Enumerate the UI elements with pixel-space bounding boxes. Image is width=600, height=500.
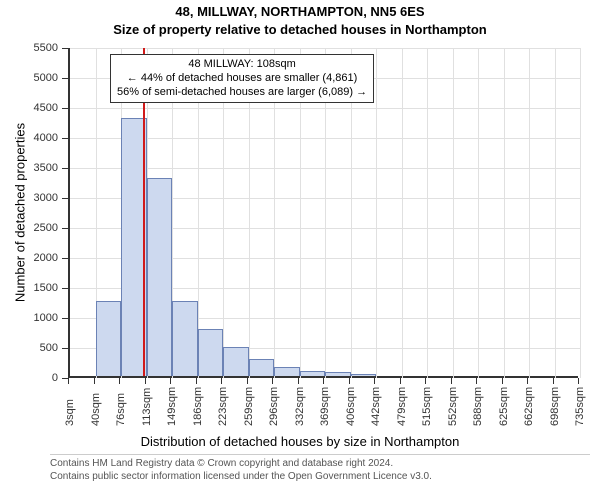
histogram-bar	[325, 372, 351, 376]
x-tick-label: 332sqm	[294, 387, 306, 426]
gridline-v	[580, 48, 581, 378]
x-tick	[170, 378, 171, 384]
x-tick-label: 223sqm	[217, 387, 229, 426]
gridline-v	[453, 48, 454, 378]
footer-line-2: Contains public sector information licen…	[50, 471, 590, 484]
x-tick	[68, 378, 69, 384]
footer-line-1: Contains HM Land Registry data © Crown c…	[50, 458, 590, 471]
histogram-bar	[96, 301, 122, 376]
x-tick-label: 515sqm	[421, 387, 433, 426]
y-tick	[62, 138, 68, 139]
y-tick-label: 1500	[0, 282, 58, 294]
histogram-bar	[249, 359, 275, 376]
x-tick	[502, 378, 503, 384]
x-tick-label: 588sqm	[472, 387, 484, 426]
x-tick	[272, 378, 273, 384]
histogram-bar	[198, 329, 224, 376]
histogram-bar	[351, 374, 377, 376]
y-tick-label: 2000	[0, 252, 58, 264]
x-tick	[298, 378, 299, 384]
y-tick-label: 3500	[0, 162, 58, 174]
annotation-line-1: 48 MILLWAY: 108sqm	[117, 58, 367, 72]
x-tick-label: 369sqm	[319, 387, 331, 426]
x-tick	[349, 378, 350, 384]
x-tick-label: 113sqm	[141, 388, 153, 426]
x-tick	[527, 378, 528, 384]
chart-subtitle: Size of property relative to detached ho…	[0, 22, 600, 37]
x-tick-label: 735sqm	[574, 387, 586, 426]
y-tick	[62, 228, 68, 229]
y-tick-label: 3000	[0, 192, 58, 204]
gridline-v	[427, 48, 428, 378]
x-tick-label: 40sqm	[90, 393, 102, 426]
gridline-v	[478, 48, 479, 378]
x-tick-label: 296sqm	[268, 387, 280, 426]
annotation-line-2: ← 44% of detached houses are smaller (4,…	[117, 72, 367, 86]
y-tick-label: 4500	[0, 102, 58, 114]
gridline-v	[555, 48, 556, 378]
x-tick	[374, 378, 375, 384]
page-title: 48, MILLWAY, NORTHAMPTON, NN5 6ES	[0, 4, 600, 19]
y-tick	[62, 168, 68, 169]
histogram-bar	[300, 371, 326, 376]
y-tick	[62, 258, 68, 259]
y-tick	[62, 198, 68, 199]
x-tick-label: 479sqm	[396, 387, 408, 426]
chart-annotation-box: 48 MILLWAY: 108sqm ← 44% of detached hou…	[110, 54, 374, 103]
y-tick-label: 1000	[0, 312, 58, 324]
x-tick-label: 149sqm	[166, 387, 178, 426]
gridline-v	[529, 48, 530, 378]
y-tick-label: 0	[0, 372, 58, 384]
x-tick	[221, 378, 222, 384]
x-tick	[578, 378, 579, 384]
histogram-bar	[172, 301, 198, 376]
x-tick	[400, 378, 401, 384]
y-tick	[62, 318, 68, 319]
x-tick-label: 662sqm	[523, 387, 535, 426]
x-tick-label: 186sqm	[192, 387, 204, 426]
x-tick	[94, 378, 95, 384]
histogram-bar	[274, 367, 300, 376]
histogram-bar	[147, 178, 173, 376]
gridline-v	[402, 48, 403, 378]
histogram-bar	[223, 347, 249, 376]
attribution-footer: Contains HM Land Registry data © Crown c…	[50, 454, 590, 483]
x-tick	[145, 378, 146, 384]
y-tick-label: 500	[0, 342, 58, 354]
y-tick	[62, 288, 68, 289]
x-tick	[247, 378, 248, 384]
x-tick-label: 259sqm	[243, 387, 255, 426]
gridline-v	[504, 48, 505, 378]
annotation-line-3: 56% of semi-detached houses are larger (…	[117, 86, 367, 100]
y-tick-label: 2500	[0, 222, 58, 234]
x-tick	[451, 378, 452, 384]
y-tick	[62, 348, 68, 349]
x-tick-label: 442sqm	[370, 387, 382, 426]
y-tick	[62, 48, 68, 49]
x-tick	[119, 378, 120, 384]
x-tick-label: 406sqm	[345, 387, 357, 426]
gridline-v	[376, 48, 377, 378]
x-tick	[425, 378, 426, 384]
y-tick-label: 4000	[0, 132, 58, 144]
y-tick-label: 5500	[0, 42, 58, 54]
x-tick-label: 552sqm	[447, 387, 459, 426]
x-tick	[553, 378, 554, 384]
y-tick	[62, 108, 68, 109]
x-axis-title: Distribution of detached houses by size …	[0, 434, 600, 449]
x-tick	[196, 378, 197, 384]
x-tick	[323, 378, 324, 384]
x-tick	[476, 378, 477, 384]
x-tick-label: 76sqm	[115, 393, 127, 426]
x-tick-label: 3sqm	[64, 399, 76, 426]
x-tick-label: 698sqm	[549, 387, 561, 426]
y-tick	[62, 78, 68, 79]
x-tick-label: 625sqm	[498, 387, 510, 426]
y-tick-label: 5000	[0, 72, 58, 84]
